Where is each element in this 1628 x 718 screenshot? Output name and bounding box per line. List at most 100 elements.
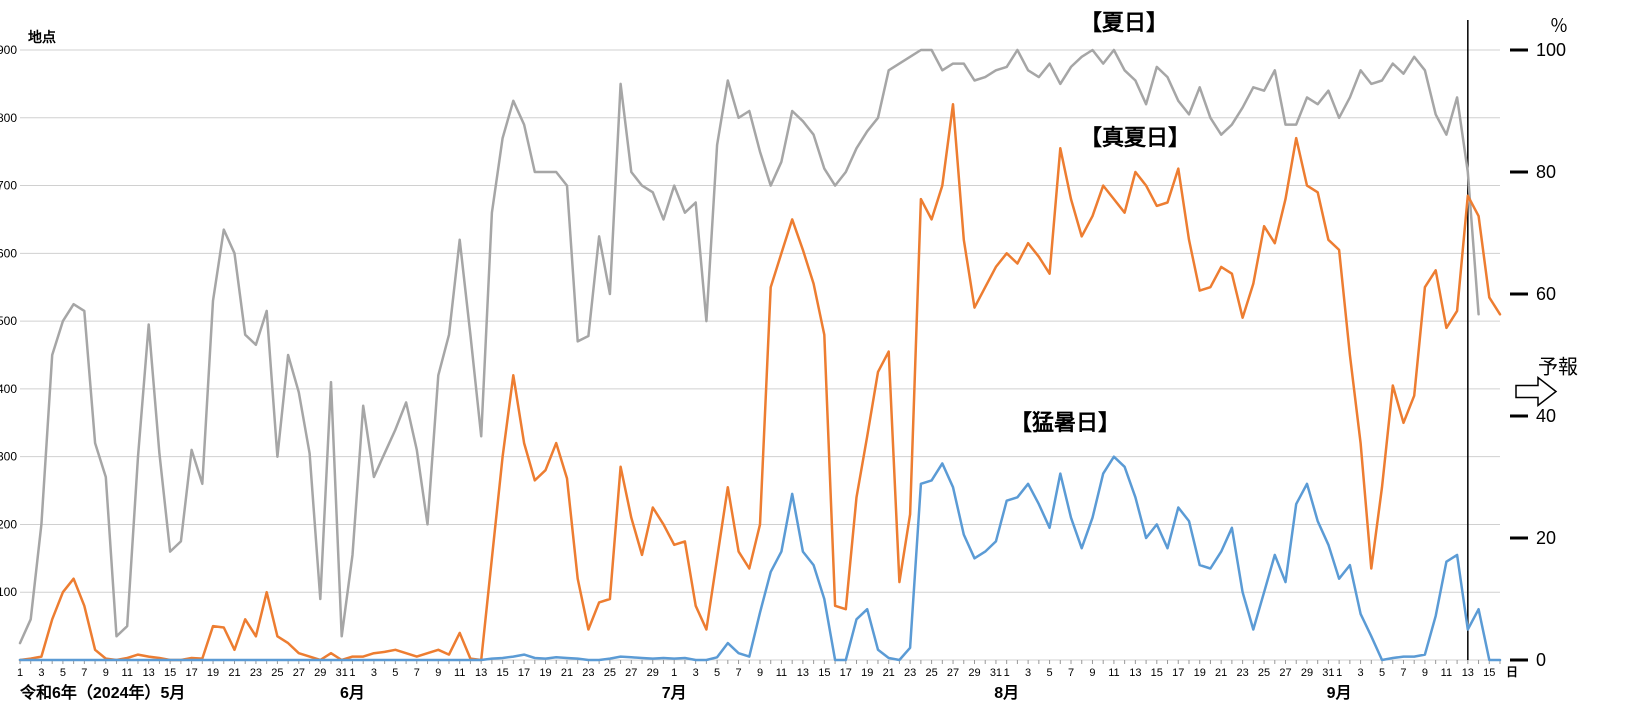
- svg-text:31: 31: [1322, 667, 1334, 679]
- svg-text:地点: 地点: [28, 29, 56, 45]
- chart-container: 100 200 300 400 500 600 700 800 900 地点 0 20 40 60 80 10…: [0, 0, 1628, 718]
- svg-text:9: 9: [1422, 667, 1428, 679]
- svg-text:23: 23: [1236, 667, 1248, 679]
- svg-text:900: 900: [0, 43, 17, 57]
- svg-text:11: 11: [1441, 667, 1452, 679]
- svg-text:【夏日】: 【夏日】: [1080, 10, 1168, 35]
- svg-text:1: 1: [1336, 667, 1342, 679]
- svg-text:5: 5: [714, 667, 720, 679]
- svg-text:27: 27: [1279, 667, 1291, 679]
- svg-text:3: 3: [371, 667, 377, 679]
- svg-text:13: 13: [1129, 667, 1141, 679]
- svg-text:60: 60: [1536, 284, 1556, 304]
- svg-text:11: 11: [454, 667, 465, 679]
- svg-text:1: 1: [17, 667, 23, 679]
- svg-text:3: 3: [1025, 667, 1031, 679]
- svg-text:9: 9: [103, 667, 109, 679]
- svg-text:27: 27: [293, 667, 305, 679]
- svg-text:15: 15: [1483, 667, 1495, 679]
- svg-text:25: 25: [1258, 667, 1270, 679]
- svg-text:【猛暑日】: 【猛暑日】: [1010, 410, 1120, 435]
- svg-text:29: 29: [1301, 667, 1313, 679]
- svg-text:1: 1: [349, 667, 355, 679]
- svg-text:400: 400: [0, 382, 17, 396]
- svg-text:25: 25: [271, 667, 283, 679]
- svg-text:6月: 6月: [340, 684, 365, 702]
- svg-text:19: 19: [207, 667, 219, 679]
- svg-text:3: 3: [1358, 667, 1364, 679]
- svg-text:17: 17: [1172, 667, 1184, 679]
- svg-text:100: 100: [1536, 40, 1566, 60]
- svg-text:29: 29: [968, 667, 980, 679]
- svg-text:100: 100: [0, 585, 17, 599]
- svg-text:27: 27: [947, 667, 959, 679]
- svg-text:19: 19: [1194, 667, 1206, 679]
- svg-text:7月: 7月: [662, 684, 687, 702]
- svg-text:21: 21: [228, 667, 240, 679]
- svg-text:500: 500: [0, 314, 17, 328]
- svg-text:5: 5: [60, 667, 66, 679]
- svg-text:％: ％: [1550, 16, 1568, 36]
- svg-text:0: 0: [1536, 650, 1546, 670]
- svg-text:19: 19: [861, 667, 873, 679]
- svg-text:23: 23: [250, 667, 262, 679]
- svg-text:3: 3: [38, 667, 44, 679]
- svg-text:40: 40: [1536, 406, 1556, 426]
- svg-text:31: 31: [336, 667, 348, 679]
- svg-text:13: 13: [143, 667, 155, 679]
- svg-text:5: 5: [392, 667, 398, 679]
- svg-text:15: 15: [164, 667, 176, 679]
- svg-text:17: 17: [185, 667, 197, 679]
- svg-text:300: 300: [0, 450, 17, 464]
- svg-text:9: 9: [1089, 667, 1095, 679]
- svg-text:27: 27: [625, 667, 637, 679]
- svg-text:19: 19: [539, 667, 551, 679]
- svg-text:15: 15: [496, 667, 508, 679]
- svg-text:800: 800: [0, 111, 17, 125]
- svg-text:11: 11: [776, 667, 787, 679]
- svg-text:9: 9: [435, 667, 441, 679]
- svg-text:29: 29: [314, 667, 326, 679]
- svg-text:9月: 9月: [1327, 684, 1352, 702]
- svg-text:予報: 予報: [1538, 356, 1578, 379]
- svg-text:5: 5: [1047, 667, 1053, 679]
- svg-text:31: 31: [990, 667, 1002, 679]
- svg-text:15: 15: [818, 667, 830, 679]
- svg-text:21: 21: [561, 667, 573, 679]
- svg-text:7: 7: [414, 667, 420, 679]
- svg-text:令和6年（2024年）5月: 令和6年（2024年）5月: [19, 683, 185, 702]
- svg-text:700: 700: [0, 179, 17, 193]
- svg-text:7: 7: [81, 667, 87, 679]
- svg-text:11: 11: [122, 667, 133, 679]
- svg-text:23: 23: [582, 667, 594, 679]
- svg-text:7: 7: [1400, 667, 1406, 679]
- svg-text:80: 80: [1536, 162, 1556, 182]
- svg-text:5: 5: [1379, 667, 1385, 679]
- svg-text:11: 11: [1108, 667, 1119, 679]
- line-chart: 100 200 300 400 500 600 700 800 900 地点 0 20 40 60 80 10…: [0, 0, 1628, 718]
- svg-text:20: 20: [1536, 528, 1556, 548]
- svg-text:3: 3: [693, 667, 699, 679]
- svg-text:9: 9: [757, 667, 763, 679]
- svg-text:25: 25: [925, 667, 937, 679]
- svg-text:8月: 8月: [994, 684, 1019, 702]
- svg-text:1: 1: [671, 667, 677, 679]
- svg-text:17: 17: [518, 667, 530, 679]
- svg-text:13: 13: [1462, 667, 1474, 679]
- svg-text:7: 7: [735, 667, 741, 679]
- svg-text:23: 23: [904, 667, 916, 679]
- svg-text:600: 600: [0, 246, 17, 260]
- svg-text:7: 7: [1068, 667, 1074, 679]
- svg-text:29: 29: [647, 667, 659, 679]
- svg-text:1: 1: [1004, 667, 1010, 679]
- svg-text:21: 21: [883, 667, 895, 679]
- svg-text:日: 日: [1506, 665, 1518, 679]
- svg-text:200: 200: [0, 517, 17, 531]
- svg-text:13: 13: [797, 667, 809, 679]
- svg-text:15: 15: [1151, 667, 1163, 679]
- svg-text:【真夏日】: 【真夏日】: [1080, 125, 1190, 150]
- svg-text:25: 25: [604, 667, 616, 679]
- svg-text:13: 13: [475, 667, 487, 679]
- svg-text:21: 21: [1215, 667, 1227, 679]
- svg-text:17: 17: [840, 667, 852, 679]
